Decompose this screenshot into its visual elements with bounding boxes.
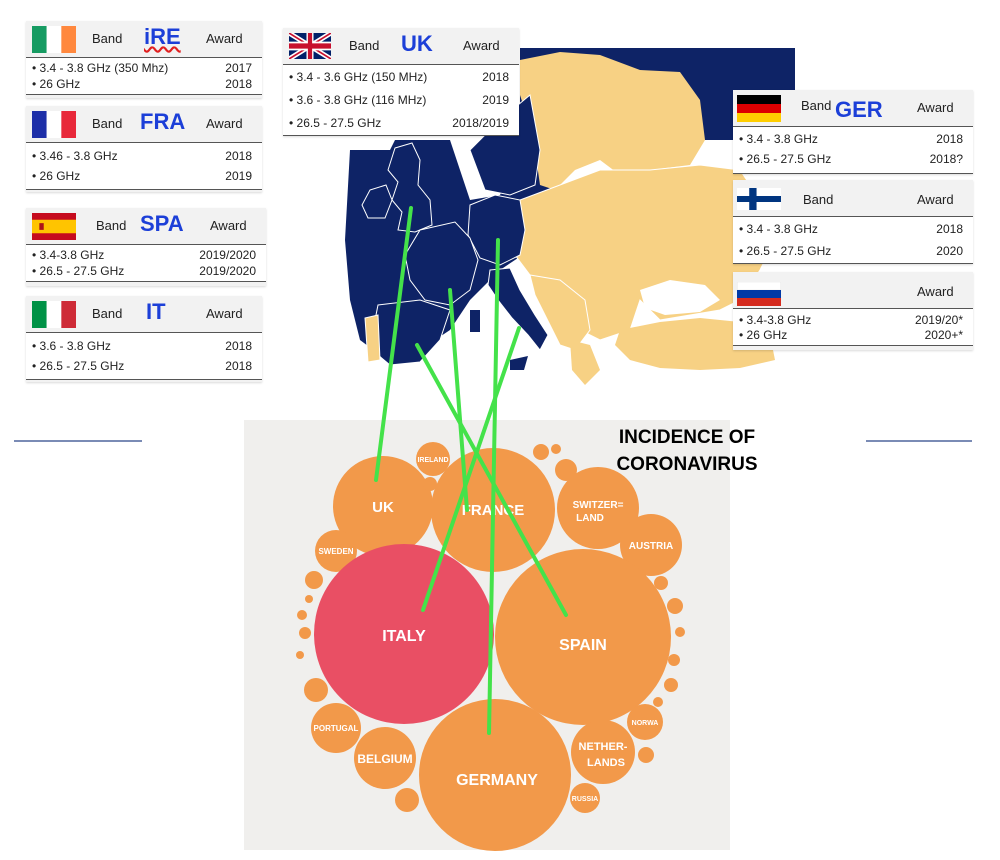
- band-row: • 26.5 - 27.5 GHz 2018?: [739, 152, 963, 166]
- incidence-title-line1: INCIDENCE OF: [618, 427, 756, 448]
- country-code: IT: [146, 299, 166, 324]
- band-header: Band: [96, 218, 127, 233]
- card-spain: Band SPA Award • 3.4-3.8 GHz 2019/2020 • …: [26, 208, 266, 286]
- band-row: • 26.5 - 27.5 GHz 2018/2019: [289, 116, 509, 130]
- incidence-title: INCIDENCE OF CORONAVIRUS: [592, 424, 782, 478]
- band-row: • 26 GHz 2019: [32, 169, 252, 183]
- card-finland: Band Award • 3.4 - 3.8 GHz 2018 • 26.5 - …: [733, 180, 973, 264]
- card-uk: Band UK Award • 3.4 - 3.6 GHz (150 MHz) 2…: [283, 28, 519, 136]
- country-code: FRA: [140, 109, 186, 134]
- country-code: GER: [835, 97, 883, 122]
- band-header: Band: [92, 31, 123, 46]
- card-italy: Band IT Award • 3.6 - 3.8 GHz 2018 • 26.5…: [26, 296, 262, 382]
- spain-flag-icon: [32, 213, 76, 240]
- band-row: • 3.4 - 3.8 GHz 2018: [739, 222, 963, 236]
- country-code: SPA: [140, 211, 184, 236]
- country-code: iRE: [144, 24, 181, 49]
- band-header: Band: [349, 38, 380, 53]
- map-sea-right: [740, 48, 795, 96]
- band-row: • 26.5 - 27.5 GHz 2018: [32, 359, 252, 373]
- incidence-title-line2: CORONAVIRUS: [616, 454, 758, 475]
- divider-left: [14, 440, 142, 442]
- award-header: Award: [463, 38, 500, 53]
- band-header: Band: [92, 306, 123, 321]
- map-sardinia: [470, 310, 480, 332]
- country-code: UK: [401, 31, 433, 56]
- band-row: • 3.6 - 3.8 GHz 2018: [32, 339, 252, 353]
- card-russia: Award • 3.4-3.8 GHz 2019/20* • 26 GHz 2020…: [733, 272, 973, 350]
- band-row: • 3.4 - 3.6 GHz (150 MHz) 2018: [289, 70, 509, 84]
- divider-right: [866, 440, 972, 442]
- award-header: Award: [206, 31, 243, 46]
- band-header: Band: [92, 116, 123, 131]
- map-portugal: [364, 314, 381, 363]
- germany-flag-icon: [737, 95, 781, 122]
- band-row: • 26 GHz 2020+*: [739, 328, 963, 342]
- map-scandinavia: [520, 52, 705, 190]
- card-france: Band FRA Award • 3.46 - 3.8 GHz 2018 • 26…: [26, 106, 262, 192]
- band-row: • 3.4 - 3.8 GHz (350 Mhz) 2017: [32, 61, 252, 75]
- award-header: Award: [917, 192, 954, 207]
- award-header: Award: [206, 116, 243, 131]
- map-spain: [371, 299, 451, 366]
- band-row: • 3.4-3.8 GHz 2019/2020: [32, 248, 256, 262]
- band-row: • 3.4-3.8 GHz 2019/20*: [739, 313, 963, 327]
- map-uk: [387, 142, 433, 233]
- band-row: • 3.6 - 3.8 GHz (116 MHz) 2019: [289, 93, 509, 107]
- uk-flag-icon: [289, 33, 331, 59]
- russia-flag-icon: [737, 282, 781, 306]
- map-sicily: [510, 356, 528, 370]
- award-header: Award: [210, 218, 247, 233]
- band-row: • 3.46 - 3.8 GHz 2018: [32, 149, 252, 163]
- map-black-sea: [640, 280, 720, 315]
- italy-flag-icon: [32, 301, 76, 328]
- award-header: Award: [917, 100, 954, 115]
- band-header: Band: [803, 192, 834, 207]
- band-row: • 3.4 - 3.8 GHz 2018: [739, 132, 963, 146]
- band-header: Band: [801, 98, 832, 113]
- france-flag-icon: [32, 111, 76, 138]
- card-germany: Band GER Award • 3.4 - 3.8 GHz 2018 • 26.…: [733, 90, 973, 174]
- coronavirus-bubble-panel: [244, 420, 730, 850]
- band-row: • 26.5 - 27.5 GHz 2020: [739, 244, 963, 258]
- map-greece: [570, 340, 600, 385]
- award-header: Award: [917, 284, 954, 299]
- finland-flag-icon: [737, 188, 781, 210]
- band-row: • 26 GHz 2018: [32, 77, 252, 91]
- band-row: • 26.5 - 27.5 GHz 2019/2020: [32, 264, 256, 278]
- ireland-flag-icon: [32, 26, 76, 53]
- award-header: Award: [206, 306, 243, 321]
- card-ireland: Band iRE Award • 3.4 - 3.8 GHz (350 Mhz)…: [26, 21, 262, 98]
